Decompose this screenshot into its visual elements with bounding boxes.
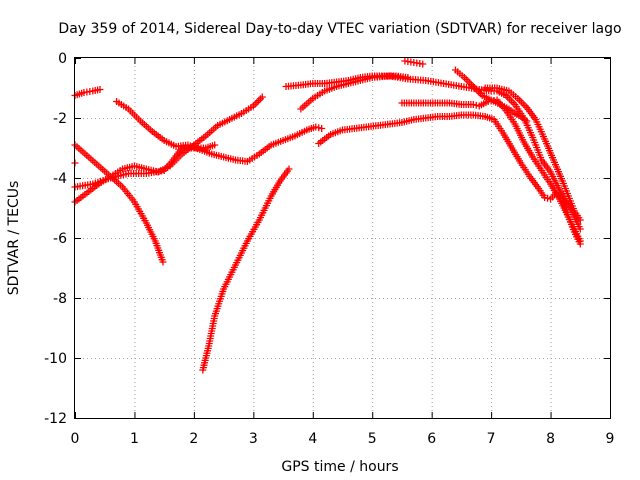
- y-tick-label: -6: [53, 231, 67, 247]
- x-tick-label: 3: [249, 431, 258, 447]
- y-tick-label: -12: [44, 411, 67, 427]
- y-axis-label: SDTVAR / TECUs: [6, 181, 22, 296]
- data-point-marker: [576, 225, 584, 233]
- y-tick-label: 0: [58, 51, 67, 67]
- chart-title: Day 359 of 2014, Sidereal Day-to-day VTE…: [58, 21, 621, 37]
- x-axis-label: GPS time / hours: [281, 459, 398, 475]
- x-tick-label: 9: [606, 431, 615, 447]
- series-track-12: [401, 57, 427, 68]
- x-tick-label: 1: [130, 431, 139, 447]
- data-point-marker: [576, 240, 584, 248]
- y-tick-label: -2: [53, 111, 67, 127]
- series-track-7: [199, 165, 293, 374]
- data-point-marker: [419, 60, 427, 68]
- x-tick-label: 0: [71, 431, 80, 447]
- data-point-marker: [258, 93, 266, 101]
- series-track-14: [481, 84, 584, 224]
- data-point-marker: [96, 86, 104, 93]
- data-point-marker: [318, 125, 326, 132]
- series-track-6: [113, 98, 326, 165]
- series-track-13: [451, 66, 531, 125]
- plot-frame: [74, 57, 611, 419]
- x-tick-label: 2: [189, 431, 198, 447]
- x-tick-label: 6: [427, 431, 436, 447]
- data-point-marker: [159, 258, 167, 266]
- data-point-marker: [523, 117, 531, 125]
- x-tick-label: 5: [368, 431, 377, 447]
- y-tick-label: -4: [53, 171, 67, 187]
- data-point-marker: [576, 216, 584, 224]
- axis-ticks: 0 1 2 3 4 5 6 7 8 9 0 -2 -4 -6 -8 -10 -12: [44, 51, 614, 447]
- x-tick-label: 4: [308, 431, 317, 447]
- series-track-5: [71, 141, 219, 191]
- x-tick-label: 8: [546, 431, 555, 447]
- x-tick-label: 7: [487, 431, 496, 447]
- data-point-marker: [211, 141, 219, 149]
- data-series: [71, 57, 584, 374]
- data-point-marker: [285, 165, 293, 173]
- y-tick-label: -10: [44, 351, 67, 367]
- series-track-11: [398, 96, 584, 248]
- y-tick-label: -8: [53, 291, 67, 307]
